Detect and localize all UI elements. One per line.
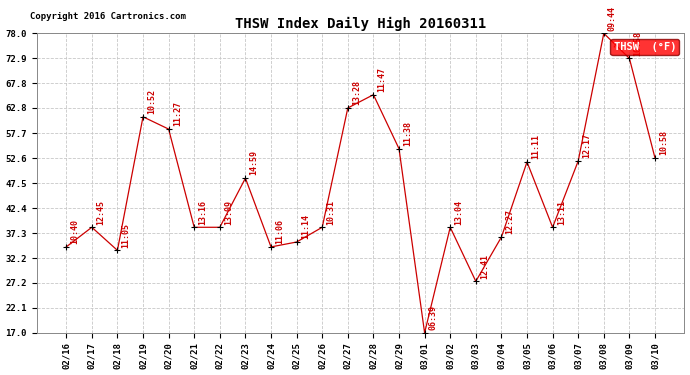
Text: 10:52: 10:52 — [147, 89, 156, 114]
Legend: THSW  (°F): THSW (°F) — [611, 39, 679, 55]
Title: THSW Index Daily High 20160311: THSW Index Daily High 20160311 — [235, 16, 486, 31]
Text: 12:27: 12:27 — [506, 209, 515, 234]
Text: 11:11: 11:11 — [531, 134, 540, 159]
Text: 09:44: 09:44 — [608, 6, 617, 30]
Text: 06:39: 06:39 — [428, 305, 437, 330]
Text: 11:47: 11:47 — [377, 67, 386, 92]
Text: 10:40: 10:40 — [70, 219, 79, 244]
Text: 10:31: 10:31 — [326, 200, 335, 225]
Text: 14:59: 14:59 — [250, 150, 259, 176]
Text: 11:14: 11:14 — [301, 214, 310, 239]
Text: 12:41: 12:41 — [480, 254, 489, 279]
Text: 13:11: 13:11 — [557, 200, 566, 225]
Text: 13:04: 13:04 — [455, 200, 464, 225]
Text: 13:28: 13:28 — [352, 80, 361, 105]
Text: 11:05: 11:05 — [121, 223, 130, 248]
Text: 11:06: 11:06 — [275, 219, 284, 244]
Text: 13:09: 13:09 — [224, 200, 233, 225]
Text: 10:58: 10:58 — [659, 130, 668, 155]
Text: 11:27: 11:27 — [172, 101, 181, 126]
Text: 12:17: 12:17 — [582, 133, 591, 158]
Text: Copyright 2016 Cartronics.com: Copyright 2016 Cartronics.com — [30, 12, 186, 21]
Text: 12:45: 12:45 — [96, 200, 105, 225]
Text: 13:16: 13:16 — [199, 200, 208, 225]
Text: 11:38: 11:38 — [403, 121, 412, 146]
Text: 10:58: 10:58 — [633, 31, 642, 56]
